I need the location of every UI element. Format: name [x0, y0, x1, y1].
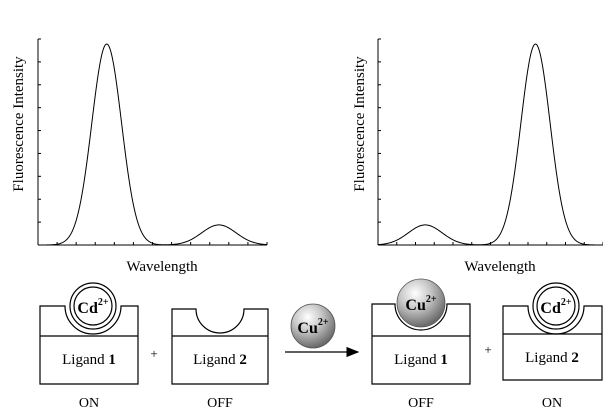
ligand-1-label: Ligand 1: [62, 352, 116, 368]
left-complex-receptor-box: [39, 305, 139, 385]
cd-ion-2: [536, 286, 576, 326]
cu-ion-label: Cu2+: [405, 294, 436, 314]
right-x-ticks: [377, 242, 603, 245]
right-complex-receptor-box: [371, 303, 471, 385]
left-y-axis: [37, 38, 41, 246]
cd-ion-label: Cd2+: [77, 297, 108, 317]
right-complex-state: OFF: [408, 396, 434, 409]
plus-sign-right: +: [484, 342, 491, 357]
right-complex-2-receptor-box: [502, 305, 603, 381]
right-x-axis-label: Wavelength: [464, 259, 536, 275]
left-free-ligand: Ligand 2 OFF: [171, 308, 269, 409]
cu-ion-sphere: [396, 278, 446, 328]
left-x-axis-label: Wavelength: [126, 259, 198, 275]
free-ligand-receptor-box: [171, 308, 269, 385]
right-complex-2: Cd2+ Ligand 2 ON: [502, 282, 603, 409]
cd-ion-2-label: Cd2+: [540, 297, 571, 317]
right-complex: Cu2+ Ligand 1 OFF: [371, 278, 471, 409]
right-spectrum: Fluorescence Intensity Wavelength: [352, 38, 603, 275]
left-complex: Cd2+ Ligand 1 ON: [39, 282, 139, 409]
right-y-axis-label: Fluorescence Intensity: [352, 56, 368, 192]
ligand-2-label: Ligand 2: [193, 352, 247, 368]
left-spectrum-curve: [37, 43, 268, 246]
right-spectrum-curve: [377, 43, 603, 246]
left-spectrum: Fluorescence Intensity Wavelength: [11, 38, 268, 275]
right-complex-2-state: ON: [542, 396, 562, 409]
cu-reagent-label: Cu2+: [297, 317, 328, 337]
free-ligand-state: OFF: [207, 396, 233, 409]
right-y-axis: [377, 38, 381, 246]
left-y-axis-label: Fluorescence Intensity: [11, 56, 27, 192]
left-complex-state: ON: [79, 396, 99, 409]
cu-reagent-sphere: [290, 303, 336, 349]
left-x-ticks: [37, 242, 268, 245]
plus-sign-left: +: [150, 346, 157, 361]
cd-ion: [73, 286, 113, 326]
reagent: Cu2+: [285, 303, 360, 358]
right-ligand-2-label: Ligand 2: [525, 350, 579, 366]
right-ligand-1-label: Ligand 1: [394, 352, 448, 368]
